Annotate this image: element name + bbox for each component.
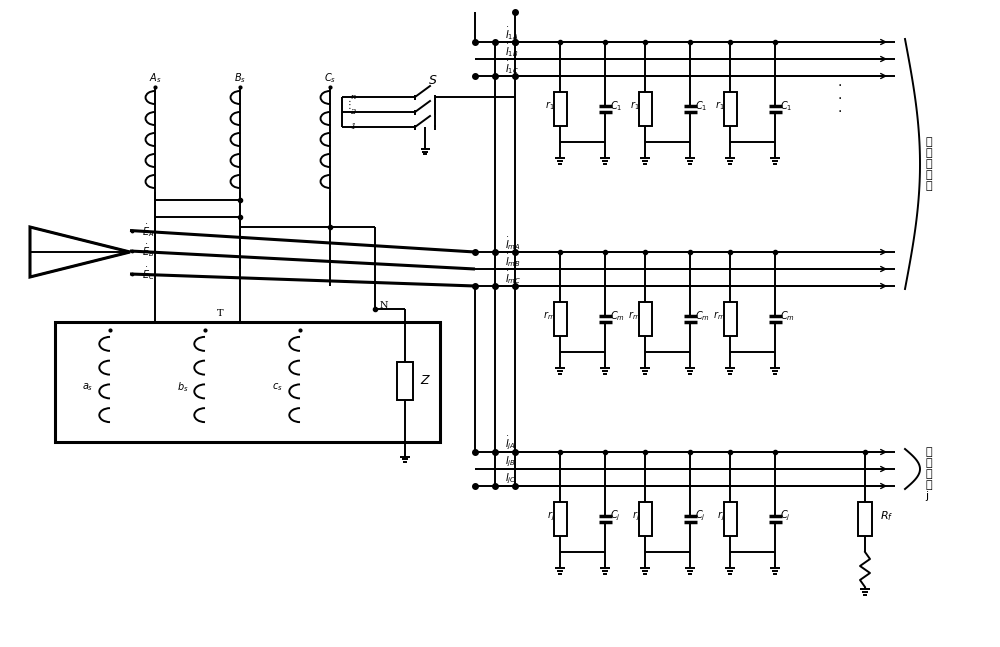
Text: $c_s$: $c_s$ <box>272 381 283 393</box>
Text: $R_f$: $R_f$ <box>880 509 893 523</box>
Bar <box>639 92 652 126</box>
Text: $C_1$: $C_1$ <box>695 99 707 113</box>
Text: $a_s$: $a_s$ <box>82 381 93 393</box>
Text: $r_m$: $r_m$ <box>628 310 640 322</box>
Text: $C_j$: $C_j$ <box>780 509 791 523</box>
Text: ·
·
·: · · · <box>838 79 842 119</box>
Bar <box>554 302 566 336</box>
Text: $\dot{E}_B$: $\dot{E}_B$ <box>142 243 154 259</box>
Text: $B_s$: $B_s$ <box>234 71 246 85</box>
Text: $C_1$: $C_1$ <box>780 99 792 113</box>
Text: 故
障
馈
线
j: 故 障 馈 线 j <box>925 446 932 501</box>
Bar <box>724 302 736 336</box>
Bar <box>554 92 566 126</box>
Bar <box>724 92 736 126</box>
Text: $\dot{I}_{1C}$: $\dot{I}_{1C}$ <box>505 59 519 76</box>
Text: $r_1$: $r_1$ <box>630 100 640 113</box>
Text: $\dot{I}_{jB}$: $\dot{I}_{jB}$ <box>505 452 516 469</box>
Text: $r_1$: $r_1$ <box>715 100 725 113</box>
Bar <box>397 362 413 400</box>
Bar <box>639 502 652 536</box>
Text: $b_s$: $b_s$ <box>177 380 189 394</box>
Text: $r_j$: $r_j$ <box>632 509 640 523</box>
Text: $C_m$: $C_m$ <box>695 309 710 323</box>
Text: $\dot{I}_{jA}$: $\dot{I}_{jA}$ <box>505 435 516 452</box>
Text: T: T <box>217 309 223 318</box>
Text: $\dot{E}_A$: $\dot{E}_A$ <box>142 222 154 239</box>
Text: 1: 1 <box>350 123 355 131</box>
Bar <box>858 502 872 536</box>
Text: ⋮: ⋮ <box>345 100 355 110</box>
Text: N: N <box>380 300 388 309</box>
Bar <box>55 322 440 442</box>
Text: $\dot{I}_{mA}$: $\dot{I}_{mA}$ <box>505 235 521 252</box>
Text: $C_m$: $C_m$ <box>610 309 625 323</box>
Text: $\dot{I}_{mC}$: $\dot{I}_{mC}$ <box>505 269 521 286</box>
Text: $r_j$: $r_j$ <box>717 509 725 523</box>
Text: 2: 2 <box>350 108 355 116</box>
Text: $\dot{I}_{1B}$: $\dot{I}_{1B}$ <box>505 42 519 59</box>
Text: n: n <box>350 93 355 101</box>
Text: $C_j$: $C_j$ <box>610 509 621 523</box>
Text: $\dot{I}_{1A}$: $\dot{I}_{1A}$ <box>505 25 518 42</box>
Text: $S$: $S$ <box>428 74 438 87</box>
Text: $\dot{E}_C$: $\dot{E}_C$ <box>142 265 155 283</box>
Text: $Z$: $Z$ <box>420 375 431 388</box>
Text: $C_s$: $C_s$ <box>324 71 336 85</box>
Text: $\dot{I}_{jC}$: $\dot{I}_{jC}$ <box>505 468 517 487</box>
Text: $r_j$: $r_j$ <box>547 509 555 523</box>
Text: 非
故
障
馈
线: 非 故 障 馈 线 <box>925 137 932 192</box>
Text: $\dot{I}_{mB}$: $\dot{I}_{mB}$ <box>505 252 521 269</box>
Bar <box>724 502 736 536</box>
Text: $C_j$: $C_j$ <box>695 509 706 523</box>
Bar <box>639 302 652 336</box>
Text: $C_m$: $C_m$ <box>780 309 795 323</box>
Text: $A_s$: $A_s$ <box>149 71 161 85</box>
Text: $C_1$: $C_1$ <box>610 99 622 113</box>
Text: $r_1$: $r_1$ <box>545 100 555 113</box>
Text: $r_m$: $r_m$ <box>713 310 725 322</box>
Bar <box>554 502 566 536</box>
Text: $r_m$: $r_m$ <box>543 310 555 322</box>
